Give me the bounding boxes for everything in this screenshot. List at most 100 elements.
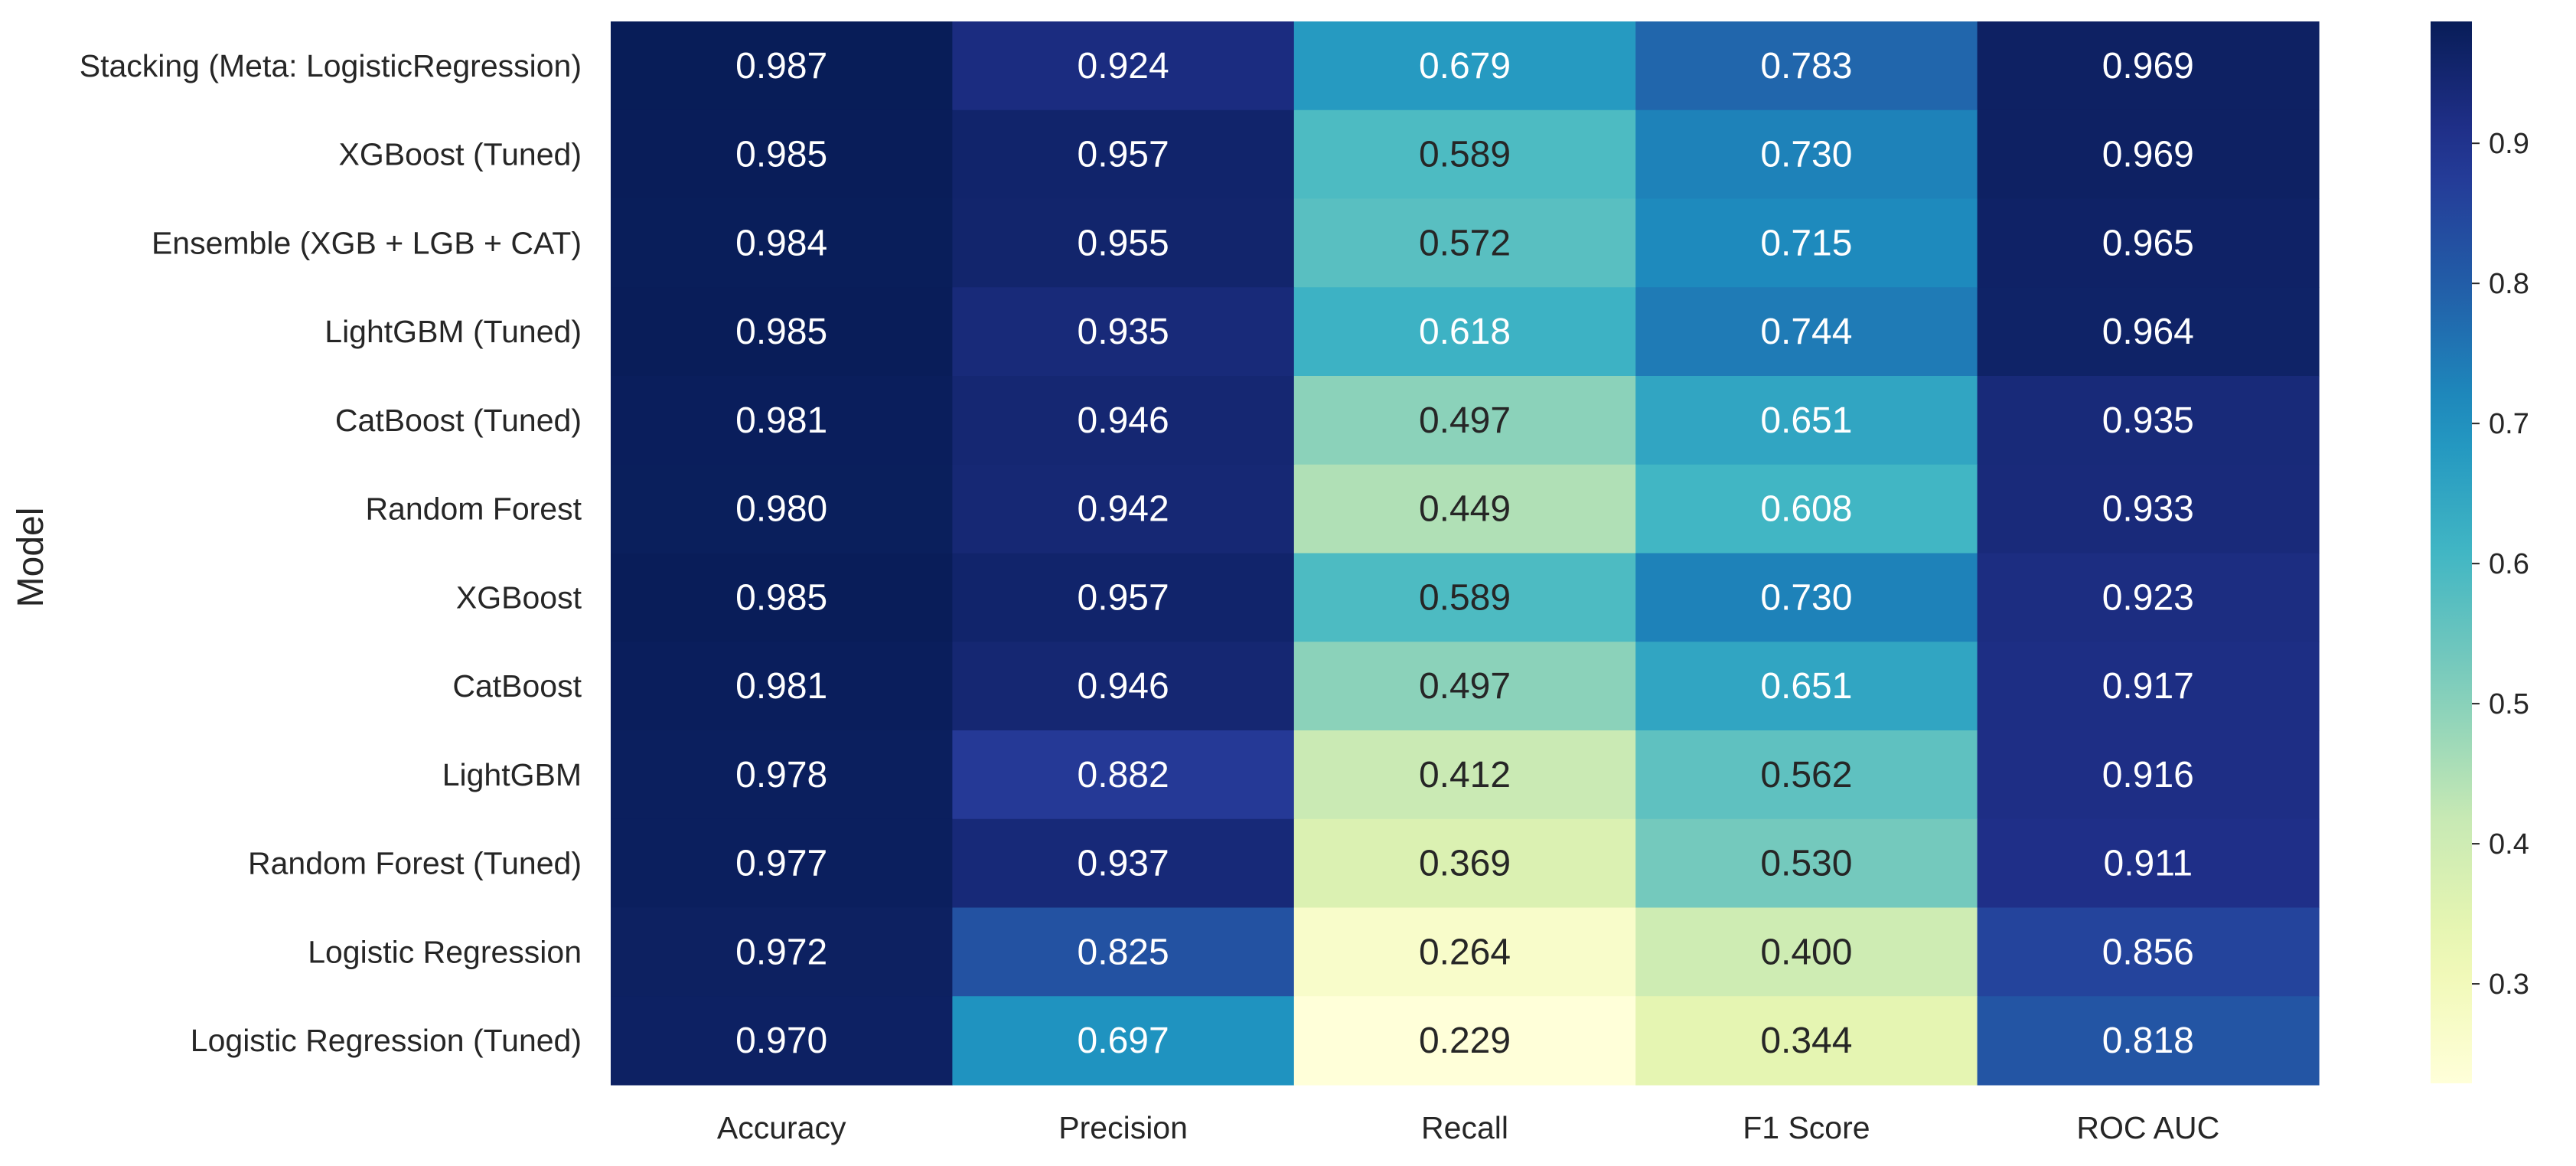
heatmap-cell	[1977, 287, 2320, 377]
cell-value-label: 0.978	[735, 755, 827, 795]
heatmap-cell	[611, 21, 953, 111]
heatmap-cell	[1293, 553, 1636, 642]
row-label: Ensemble (XGB + LGB + CAT)	[152, 225, 582, 260]
row-label: XGBoost	[456, 580, 582, 615]
row-label: Logistic Regression	[308, 934, 582, 969]
heatmap-cell	[1977, 730, 2320, 820]
cell-value-label: 0.955	[1078, 223, 1169, 263]
heatmap-cell	[1293, 996, 1636, 1086]
heatmap-cell	[611, 907, 953, 997]
heatmap-cell	[1977, 109, 2320, 200]
row-label: LightGBM	[442, 757, 582, 792]
heatmap-cell	[1635, 287, 1978, 377]
heatmap-cell	[952, 21, 1295, 111]
colorbar-tick-label: 0.6	[2489, 548, 2529, 580]
column-label: Accuracy	[717, 1110, 846, 1145]
heatmap-cell	[952, 376, 1295, 465]
heatmap-cell	[952, 109, 1295, 200]
cell-value-label: 0.985	[735, 312, 827, 352]
heatmap-cell	[1635, 996, 1978, 1086]
colorbar-gradient	[2431, 21, 2472, 1083]
cell-value-label: 0.229	[1419, 1021, 1511, 1061]
cell-value-label: 0.618	[1419, 312, 1511, 352]
heatmap-cell	[611, 996, 953, 1086]
colorbar: 0.3 0.4 0.5 0.6 0.7 0.8 0.9	[2431, 21, 2529, 1083]
cell-value-label: 0.924	[1078, 46, 1169, 87]
cell-value-label: 0.608	[1760, 489, 1852, 530]
heatmap-cell	[952, 818, 1295, 909]
heatmap-cell	[1977, 376, 2320, 465]
heatmap-cell	[1293, 642, 1636, 731]
cell-value-label: 0.957	[1078, 577, 1169, 618]
heatmap-cell	[1635, 907, 1978, 997]
heatmap-cell-labels: 0.987 0.924 0.679 0.783 0.969 0.985 0.957 0.589…	[735, 46, 2194, 1061]
heatmap-cell	[1293, 907, 1636, 997]
heatmap-cell	[952, 996, 1295, 1086]
y-axis-title: Model	[11, 508, 51, 608]
colorbar-tick-label: 0.3	[2489, 968, 2529, 1001]
heatmap-cell	[611, 287, 953, 377]
heatmap-cell	[1293, 21, 1636, 111]
heatmap-cell	[611, 464, 953, 554]
cell-value-label: 0.970	[735, 1021, 827, 1061]
heatmap-cell	[611, 730, 953, 820]
heatmap-cell	[952, 730, 1295, 820]
cell-value-label: 0.935	[1078, 312, 1169, 352]
cell-value-label: 0.825	[1078, 932, 1169, 972]
heatmap-cell	[1635, 109, 1978, 200]
row-label: Random Forest (Tuned)	[248, 846, 582, 881]
cell-value-label: 0.412	[1419, 755, 1511, 795]
cell-value-label: 0.935	[2102, 400, 2194, 441]
cell-value-label: 0.818	[2102, 1021, 2194, 1061]
heatmap-cell	[1293, 818, 1636, 909]
cell-value-label: 0.497	[1419, 400, 1511, 441]
heatmap-cell	[1635, 730, 1978, 820]
cell-value-label: 0.856	[2102, 932, 2194, 972]
cell-value-label: 0.369	[1419, 844, 1511, 884]
cell-value-label: 0.400	[1760, 932, 1852, 972]
cell-value-label: 0.882	[1078, 755, 1169, 795]
cell-value-label: 0.985	[735, 135, 827, 175]
cell-value-label: 0.589	[1419, 577, 1511, 618]
row-label: Logistic Regression (Tuned)	[191, 1023, 582, 1058]
heatmap-cell	[611, 198, 953, 288]
heatmap-cells	[611, 21, 2320, 1086]
cell-value-label: 0.957	[1078, 135, 1169, 175]
heatmap-cell	[952, 642, 1295, 731]
heatmap-cell	[1977, 21, 2320, 111]
cell-value-label: 0.651	[1760, 400, 1852, 441]
cell-value-label: 0.984	[735, 223, 827, 263]
heatmap-cell	[1635, 642, 1978, 731]
cell-value-label: 0.344	[1760, 1021, 1852, 1061]
heatmap-cell	[1977, 818, 2320, 909]
row-label: LightGBM (Tuned)	[324, 314, 582, 349]
cell-value-label: 0.530	[1760, 844, 1852, 884]
cell-value-label: 0.730	[1760, 577, 1852, 618]
column-label: ROC AUC	[2076, 1110, 2219, 1145]
cell-value-label: 0.964	[2102, 312, 2194, 352]
heatmap-cell	[1977, 198, 2320, 288]
cell-value-label: 0.264	[1419, 932, 1511, 972]
cell-value-label: 0.917	[2102, 666, 2194, 707]
row-label: Stacking (Meta: LogisticRegression)	[80, 48, 582, 83]
column-tick-labels: Accuracy Precision Recall F1 Score ROC AUC	[717, 1110, 2219, 1145]
heatmap-cell	[1635, 198, 1978, 288]
cell-value-label: 0.916	[2102, 755, 2194, 795]
cell-value-label: 0.783	[1760, 46, 1852, 87]
cell-value-label: 0.730	[1760, 135, 1852, 175]
heatmap-cell	[952, 553, 1295, 642]
cell-value-label: 0.981	[735, 666, 827, 707]
cell-value-label: 0.679	[1419, 46, 1511, 87]
column-label: F1 Score	[1743, 1110, 1870, 1145]
cell-value-label: 0.933	[2102, 489, 2194, 530]
heatmap-cell	[611, 376, 953, 465]
cell-value-label: 0.981	[735, 400, 827, 441]
heatmap-cell	[952, 907, 1295, 997]
heatmap-cell	[611, 553, 953, 642]
heatmap-cell	[1293, 730, 1636, 820]
heatmap-cell	[1635, 818, 1978, 909]
column-label: Precision	[1058, 1110, 1188, 1145]
colorbar-tick-label: 0.7	[2489, 408, 2529, 440]
cell-value-label: 0.937	[1078, 844, 1169, 884]
cell-value-label: 0.562	[1760, 755, 1852, 795]
